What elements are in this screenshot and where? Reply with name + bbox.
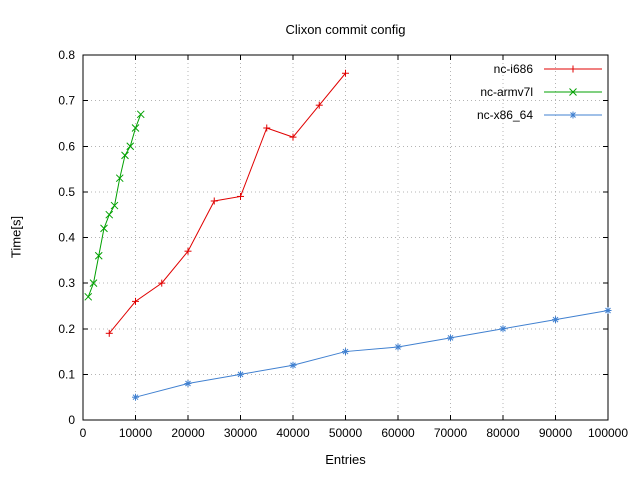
legend-label-nc-armv7l: nc-armv7l [480,84,533,99]
svg-text:40000: 40000 [276,426,310,440]
svg-text:0.3: 0.3 [58,276,75,290]
legend-label-nc-i686: nc-i686 [493,61,533,76]
svg-text:0.5: 0.5 [58,185,75,199]
x-axis-label: Entries [325,452,366,467]
svg-text:90000: 90000 [539,426,573,440]
svg-text:30000: 30000 [224,426,258,440]
svg-text:80000: 80000 [486,426,520,440]
svg-text:0.1: 0.1 [58,367,75,381]
legend-row: nc-armv7l [477,80,604,103]
line-asterisk-marker-icon [544,111,602,118]
svg-text:100000: 100000 [588,426,628,440]
svg-text:0: 0 [68,413,75,427]
svg-text:20000: 20000 [171,426,205,440]
svg-text:50000: 50000 [329,426,363,440]
line-plus-marker-icon [544,65,602,72]
svg-text:0.8: 0.8 [58,48,75,62]
legend-row: nc-i686 [477,57,604,80]
svg-text:60000: 60000 [381,426,415,440]
legend: nc-i686 nc-armv7l nc-x86_64 [477,57,604,126]
svg-text:10000: 10000 [119,426,153,440]
svg-text:0.2: 0.2 [58,322,75,336]
svg-text:0.6: 0.6 [58,139,75,153]
chart-title: Clixon commit config [285,22,406,37]
svg-text:0.7: 0.7 [58,94,75,108]
svg-text:0.4: 0.4 [58,231,75,245]
svg-text:0: 0 [80,426,87,440]
svg-text:70000: 70000 [434,426,468,440]
legend-label-nc-x86_64: nc-x86_64 [476,107,533,122]
legend-row: nc-x86_64 [477,103,604,126]
line-cross-marker-icon [544,87,602,96]
